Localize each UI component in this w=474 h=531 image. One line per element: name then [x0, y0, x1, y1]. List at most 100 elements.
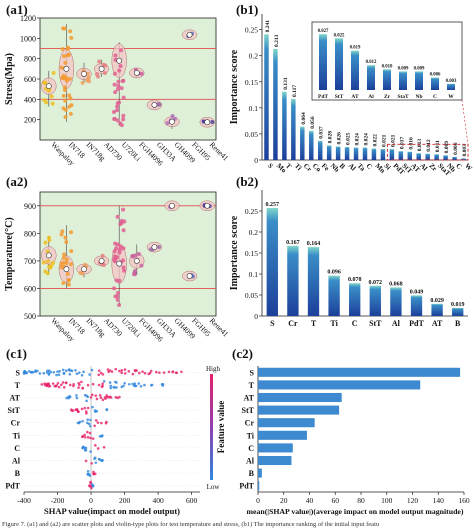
y-tick-label: 600 [24, 75, 36, 84]
shap-point [64, 381, 68, 385]
shap-point [84, 448, 88, 452]
median-marker [204, 202, 211, 209]
x-tick-label: B [338, 162, 347, 171]
shap-point [90, 462, 93, 465]
shap-point [132, 384, 136, 387]
bar-value-label: 0.024 [364, 133, 370, 146]
inset-bar [431, 77, 439, 90]
shap-point [89, 424, 92, 428]
bar [407, 151, 413, 160]
bar [452, 308, 464, 316]
colorbar-high-label: High [206, 365, 221, 373]
x-tick-label: Ti [293, 162, 303, 172]
chart-b1-importance-bars: 00.050.10.150.20.25 0.241S0.213Mo0.131T0.… [229, 14, 474, 178]
shap-point [150, 383, 153, 387]
x-tick-label: Rene41 [208, 140, 231, 163]
shap-point [114, 380, 117, 384]
bar-value-label: 0.167 [286, 240, 300, 246]
x-tick-label: 200 [119, 496, 131, 505]
shap-point [75, 394, 78, 397]
shap-point [97, 383, 101, 387]
panel-label-b2: (b2) [236, 174, 258, 189]
data-point [59, 65, 64, 70]
feature-label: T [249, 381, 255, 390]
bar [300, 126, 305, 160]
data-point [64, 240, 69, 245]
shap-point [123, 368, 127, 371]
data-point [139, 263, 144, 268]
feature-label: AT [243, 394, 254, 403]
shap-point [78, 420, 82, 424]
data-point [115, 101, 120, 106]
data-point [80, 80, 85, 85]
bar-value-label: 0.213 [274, 34, 280, 47]
x-tick-label: Al [418, 162, 429, 173]
shap-point [131, 382, 134, 386]
bar [398, 151, 404, 160]
bar [258, 405, 340, 415]
shap-point [103, 396, 107, 399]
bar-value-label: 0.011 [435, 140, 441, 152]
shap-point [61, 381, 65, 384]
data-point [43, 240, 48, 245]
shap-point [93, 457, 96, 460]
shap-point [95, 397, 99, 401]
shap-point [47, 369, 51, 372]
x-tick-label: W [463, 162, 474, 173]
shap-point [92, 470, 95, 474]
data-point [156, 244, 161, 249]
bar-value-label: 0.164 [307, 241, 321, 247]
y-axis-label: Importance score [229, 49, 240, 124]
shap-point [108, 381, 112, 384]
bar [317, 140, 323, 160]
feature-label: Al [12, 457, 21, 466]
shap-point [105, 408, 109, 412]
x-tick-label: StT [369, 319, 382, 328]
shap-point [71, 409, 75, 412]
shap-point [94, 461, 98, 464]
inset-tick-label: StT [335, 94, 344, 100]
x-axis-label: SHAP value(impact on model output) [44, 506, 180, 516]
y-axis-label: Importance score [229, 215, 240, 290]
shap-point [81, 419, 84, 423]
shap-point [91, 437, 95, 440]
shap-point [67, 395, 70, 399]
feature-label: B [15, 469, 21, 478]
data-point [116, 79, 121, 84]
x-tick-label: AD730 [102, 316, 124, 338]
shap-point [47, 382, 50, 385]
x-tick-label: -400 [17, 496, 31, 505]
shap-point [175, 371, 178, 375]
data-point [68, 29, 73, 34]
bar [380, 149, 386, 160]
shap-point [109, 386, 113, 390]
x-tick-label: PdT [409, 319, 424, 328]
data-point [63, 98, 68, 103]
bar [416, 153, 421, 160]
median-marker [98, 65, 105, 72]
data-point [119, 86, 124, 91]
shap-point [180, 370, 183, 374]
shap-point [101, 384, 104, 388]
data-point [112, 254, 117, 259]
inset-bar [383, 69, 391, 90]
x-tick-label: Cr [302, 162, 313, 173]
inset-tick-label: Al [368, 94, 374, 100]
bar-value-label: 0.241 [265, 20, 271, 33]
shap-point [85, 399, 88, 403]
shap-point [86, 383, 90, 387]
data-point [112, 110, 117, 115]
shap-point [127, 382, 131, 386]
y-tick-label: 0.2 [249, 228, 259, 237]
median-marker [45, 83, 52, 90]
inset-value-label: 0.009 [414, 66, 425, 71]
inset-value-label: 0.010 [382, 64, 393, 69]
x-tick-label: T [284, 162, 293, 171]
bar-value-label: 0.064 [301, 112, 307, 125]
y-tick-label: 0.15 [245, 249, 258, 258]
bar [264, 34, 269, 161]
y-tick-label: 0.05 [245, 130, 258, 139]
y-axis-label: Stress(Mpa) [4, 53, 15, 105]
inset-tick-label: StaT [397, 94, 409, 100]
shap-point [148, 371, 152, 375]
